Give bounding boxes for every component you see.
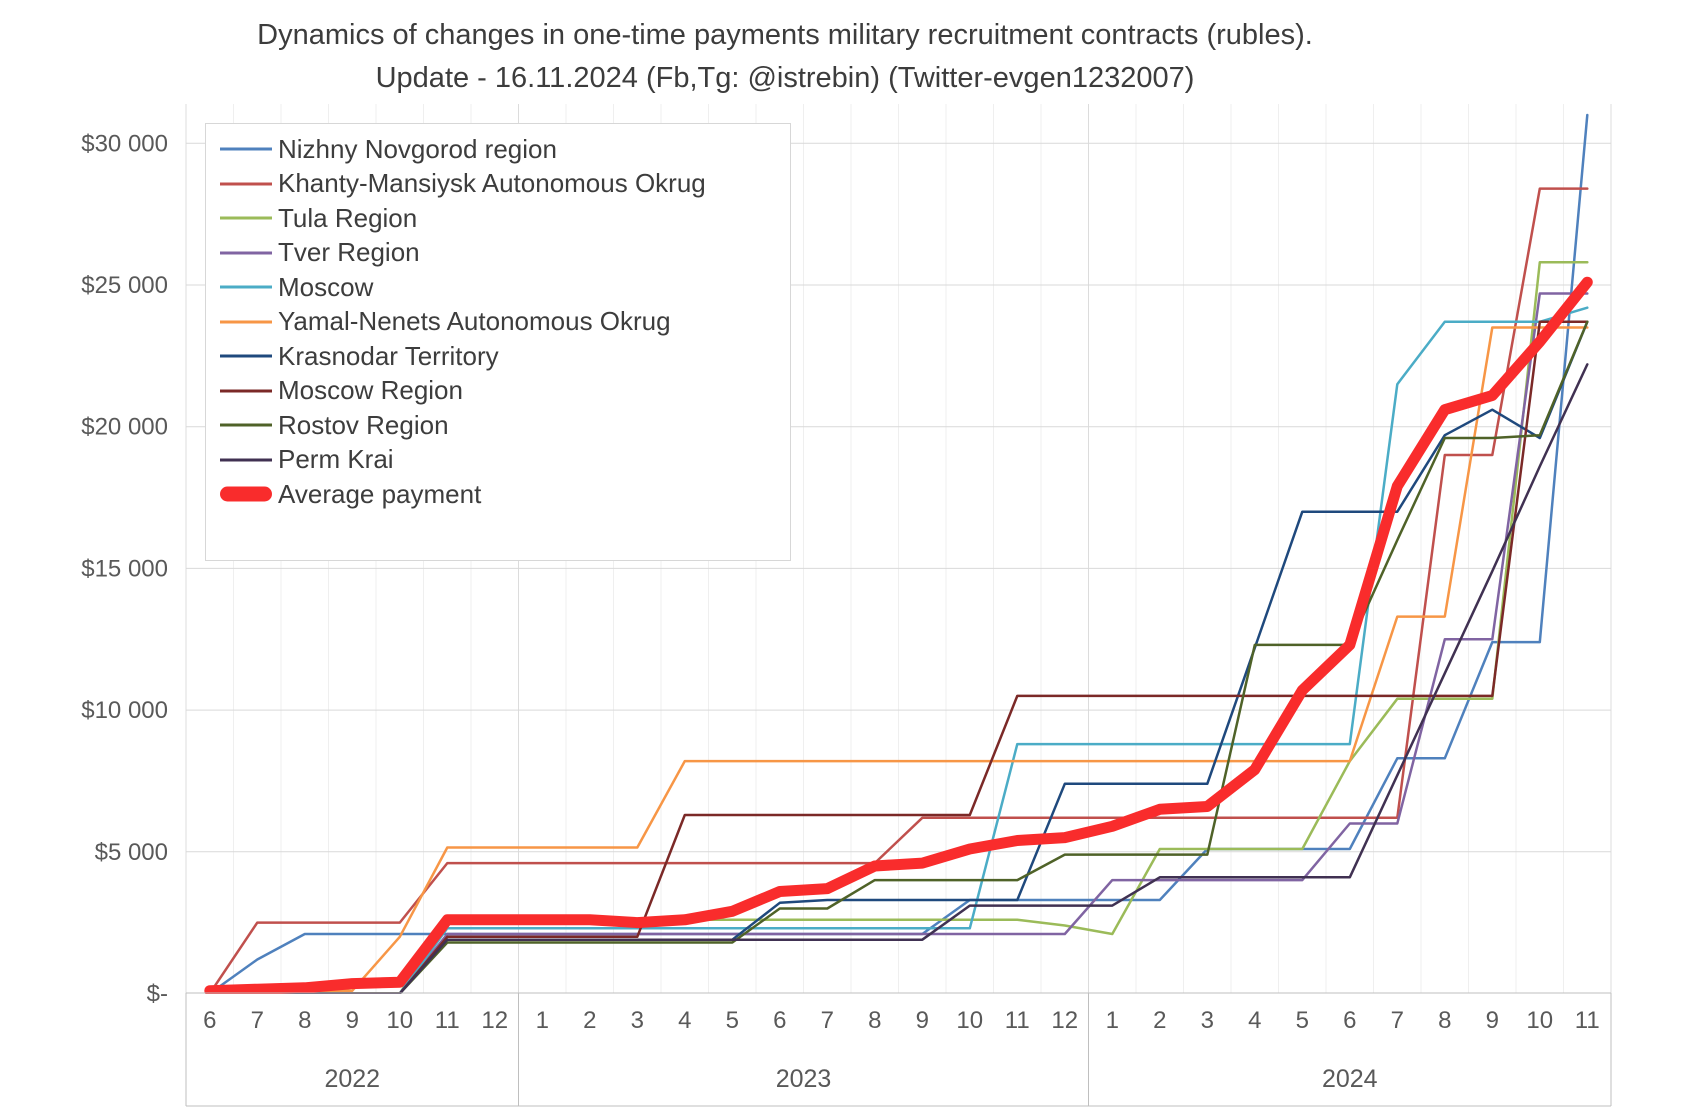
y-axis-tick-label: $10 000 <box>81 697 168 724</box>
x-axis-month-label: 11 <box>1575 1007 1600 1034</box>
x-axis-month-label: 11 <box>435 1007 460 1034</box>
x-axis-month-label: 7 <box>821 1007 834 1034</box>
series-lines <box>204 113 1593 994</box>
x-axis-month-label: 11 <box>1005 1007 1030 1034</box>
x-axis-month-label: 9 <box>346 1007 359 1034</box>
legend-item: Moscow Region <box>206 374 790 409</box>
x-axis-month-label: 3 <box>1201 1007 1214 1034</box>
x-axis-year-label: 2022 <box>324 1065 380 1093</box>
x-axis-month-label: 7 <box>1391 1007 1404 1034</box>
legend-swatch-moscow-region-icon <box>220 383 272 399</box>
series-line-khanty-mansiysk-autonomous-okrug <box>208 187 1589 994</box>
legend-item-label: Yamal-Nenets Autonomous Okrug <box>278 306 671 337</box>
legend-swatch-average-payment-icon <box>220 486 272 502</box>
y-axis-tick-label: $30 000 <box>81 130 168 157</box>
series-line-perm-krai <box>208 363 1589 994</box>
legend-item-label: Tula Region <box>278 202 418 233</box>
x-axis-month-label: 8 <box>868 1007 881 1034</box>
legend: Nizhny Novgorod region Khanty-Mansiysk Au… <box>205 123 791 561</box>
legend-item-label: Perm Krai <box>278 444 394 475</box>
legend-item-label: Moscow Region <box>278 375 463 406</box>
legend-item-label: Tver Region <box>278 237 420 268</box>
legend-item-label: Rostov Region <box>278 409 449 440</box>
x-axis-month-label: 8 <box>1438 1007 1451 1034</box>
legend-swatch-moscow-icon <box>220 279 272 295</box>
x-axis-month-label: 3 <box>631 1007 644 1034</box>
legend-item-label: Nizhny Novgorod region <box>278 133 557 164</box>
legend-item-label: Moscow <box>278 271 374 302</box>
y-axis-tick-label: $5 000 <box>95 839 168 866</box>
x-axis-month-label: 1 <box>1106 1007 1119 1034</box>
legend-swatch-tula-region-icon <box>220 210 272 226</box>
x-axis-month-label: 9 <box>916 1007 929 1034</box>
chart-title: Dynamics of changes in one-time payments… <box>257 19 1313 51</box>
chart-subtitle: Update - 16.11.2024 (Fb,Tg: @istrebin) (… <box>375 62 1195 94</box>
legend-item-label: Khanty-Mansiysk Autonomous Okrug <box>278 168 706 199</box>
legend-item: Average payment <box>206 477 790 512</box>
x-axis-month-label: 1 <box>536 1007 549 1034</box>
x-axis-month-label: 4 <box>678 1007 691 1034</box>
legend-item: Tver Region <box>206 236 790 271</box>
legend-item: Rostov Region <box>206 408 790 443</box>
legend-item-label: Average payment <box>278 478 482 509</box>
series-line-tver-region <box>208 292 1589 994</box>
x-axis-year-label: 2024 <box>1322 1065 1378 1093</box>
legend-item: Tula Region <box>206 201 790 236</box>
legend-swatch-krasnodar-territory-icon <box>220 348 272 364</box>
x-axis-month-label: 10 <box>386 1007 413 1034</box>
legend-item-label: Krasnodar Territory <box>278 340 499 371</box>
x-axis-month-label: 9 <box>1486 1007 1499 1034</box>
legend-item: Yamal-Nenets Autonomous Okrug <box>206 305 790 340</box>
legend-item: Perm Krai <box>206 443 790 478</box>
x-axis-month-label: 2 <box>583 1007 596 1034</box>
x-axis-month-label: 10 <box>1526 1007 1553 1034</box>
x-axis-month-label: 7 <box>251 1007 264 1034</box>
legend-swatch-rostov-region-icon <box>220 417 272 433</box>
x-axis-month-label: 5 <box>726 1007 739 1034</box>
legend-item: Khanty-Mansiysk Autonomous Okrug <box>206 167 790 202</box>
legend-item: Krasnodar Territory <box>206 339 790 374</box>
x-axis-month-label: 2 <box>1153 1007 1166 1034</box>
y-axis-tick-label: $- <box>147 981 168 1008</box>
y-axis-tick-label: $20 000 <box>81 414 168 441</box>
x-axis-month-label: 4 <box>1248 1007 1261 1034</box>
axis-labels: $- $5 000 $10 000 $15 000 $20 000 $25 000 $30 … <box>81 130 1599 1093</box>
x-axis-month-label: 8 <box>298 1007 311 1034</box>
legend-item: Moscow <box>206 270 790 305</box>
series-line-moscow-region <box>208 320 1589 994</box>
series-line-average-payment <box>204 276 1593 994</box>
legend-swatch-perm-krai-icon <box>220 452 272 468</box>
x-axis-month-label: 12 <box>1051 1007 1078 1034</box>
x-axis-month-label: 10 <box>956 1007 983 1034</box>
legend-swatch-nizhny-novgorod-region-icon <box>220 141 272 157</box>
y-axis-tick-label: $15 000 <box>81 555 168 582</box>
legend-swatch-yamal-nenets-autonomous-okrug-icon <box>220 314 272 330</box>
x-axis-month-label: 6 <box>773 1007 786 1034</box>
legend-swatch-tver-region-icon <box>220 245 272 261</box>
x-axis-month-label: 5 <box>1296 1007 1309 1034</box>
x-axis-band <box>185 992 1612 1107</box>
chart-title-block: Dynamics of changes in one-time payments… <box>70 14 1500 100</box>
x-axis-month-label: 12 <box>481 1007 508 1034</box>
x-axis-year-label: 2023 <box>776 1065 832 1093</box>
legend-item: Nizhny Novgorod region <box>206 132 790 167</box>
legend-swatch-khanty-mansiysk-autonomous-okrug-icon <box>220 176 272 192</box>
series-line-yamal-nenets-autonomous-okrug <box>208 326 1589 992</box>
x-axis-month-label: 6 <box>1343 1007 1356 1034</box>
y-axis-tick-label: $25 000 <box>81 272 168 299</box>
x-axis-month-label: 6 <box>203 1007 216 1034</box>
